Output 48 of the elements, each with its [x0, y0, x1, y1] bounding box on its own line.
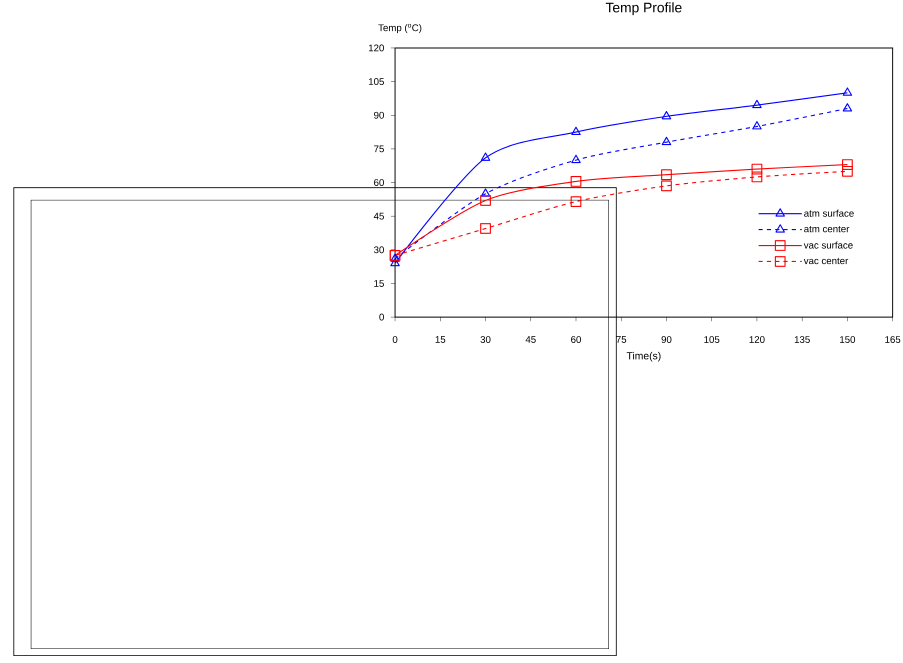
point: [661, 180, 672, 192]
y-tick-label: 45: [374, 213, 384, 220]
point: [842, 88, 852, 96]
x-tick-label: 15: [436, 336, 446, 344]
point: [480, 195, 491, 206]
x-tick-label: 120: [750, 336, 765, 344]
legend-label: atm center: [804, 226, 850, 233]
point: [570, 176, 582, 188]
y-tick-label: 60: [374, 179, 384, 186]
x-tick-label: 165: [885, 336, 900, 344]
legend-label: atm surface: [804, 210, 854, 217]
y-tick-label: 75: [374, 146, 384, 152]
chart-title: Temp Profile: [606, 2, 682, 16]
y-tick-label: 105: [368, 78, 384, 86]
x-tick-label: 135: [794, 336, 810, 344]
point: [842, 166, 853, 177]
x-tick-label: 90: [662, 336, 672, 344]
point: [662, 137, 672, 146]
y-tick-label: 0: [379, 314, 384, 321]
point: [571, 154, 581, 164]
point: [571, 126, 581, 136]
x-tick-label: 0: [392, 336, 398, 344]
point: [661, 170, 672, 180]
y-tick-label: 90: [374, 112, 384, 119]
point: [752, 172, 762, 183]
point: [752, 100, 762, 108]
x-tick-label: 105: [704, 336, 720, 344]
point: [570, 196, 582, 208]
x-tick-label: 60: [571, 336, 581, 344]
point: [480, 223, 491, 234]
point: [752, 121, 762, 130]
y-axis-title: Temp ($^{o}$C): [378, 24, 422, 34]
y-tick-label: 15: [374, 280, 384, 288]
x-tick-label: 30: [480, 336, 491, 344]
legend-label: vac center: [804, 258, 848, 264]
x-axis-title: Time(s): [626, 352, 661, 362]
point: [842, 103, 852, 112]
y-tick-label: 30: [374, 246, 384, 254]
x-tick-label: 45: [526, 336, 536, 344]
point: [662, 111, 672, 120]
legend-label: vac surface: [804, 242, 853, 249]
point: [480, 152, 490, 162]
point: [842, 159, 853, 170]
y-tick-label: 120: [368, 44, 384, 52]
x-tick-label: 150: [840, 336, 856, 344]
point: [480, 188, 490, 197]
point: [752, 164, 762, 175]
x-tick-label: 75: [616, 336, 626, 344]
